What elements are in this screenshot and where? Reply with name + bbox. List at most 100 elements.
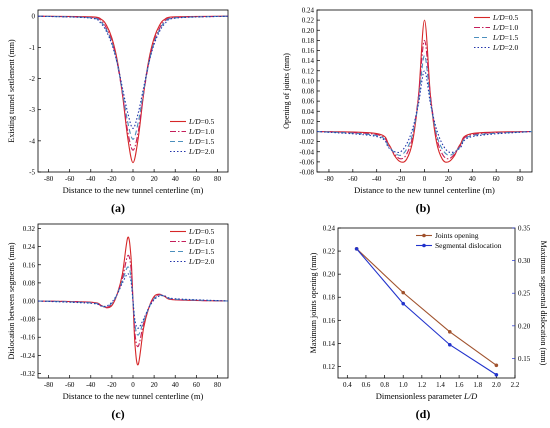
- y-axis-label: Maximum joints opening (mm): [309, 252, 318, 353]
- y-tick-label: 0.32: [23, 225, 36, 233]
- series-line: [356, 248, 497, 376]
- x-tick-label: 0.8: [380, 381, 389, 389]
- legend-label: L/D=2.0: [188, 257, 215, 266]
- legend-label: L/D=2.0: [188, 147, 215, 156]
- y-tick-label: 0.08: [302, 88, 315, 96]
- series-line: [356, 248, 497, 366]
- panel-caption: (b): [416, 201, 431, 215]
- y-tick-label: 0.14: [302, 57, 315, 65]
- x-tick-label: 2.0: [492, 381, 501, 389]
- legend-label: L/D=2.0: [492, 43, 519, 52]
- y-tick-label: -0.08: [299, 169, 314, 177]
- y-tick-label: 0.24: [302, 7, 315, 15]
- series-line: [316, 39, 533, 160]
- y-tick-label: 0.20: [323, 271, 336, 279]
- legend-label: L/D=0.5: [188, 117, 215, 126]
- y-tick-label: 0.04: [302, 108, 315, 116]
- y-tick-label: 0.24: [23, 243, 36, 251]
- data-point: [494, 363, 499, 368]
- legend-label: L/D=1.5: [492, 33, 519, 42]
- x-tick-label: -40: [86, 175, 96, 183]
- x-tick-label: 0: [423, 175, 427, 183]
- x-tick-label: -60: [65, 175, 75, 183]
- x-tick-label: 80: [214, 381, 222, 389]
- y-tick-label: 0: [32, 13, 36, 21]
- x-tick-label: 0: [131, 381, 135, 389]
- x-tick-label: -60: [348, 175, 358, 183]
- x-tick-label: 20: [445, 175, 453, 183]
- x-tick-label: 40: [172, 381, 180, 389]
- x-tick-label: -20: [107, 175, 117, 183]
- x-axis-label: Distance to the new tunnel centerline (m…: [354, 185, 495, 195]
- y-tick-label: 0.12: [302, 67, 315, 75]
- series-line: [316, 55, 533, 156]
- x-tick-label: 40: [172, 175, 180, 183]
- legend-marker: [422, 243, 426, 248]
- legend-label: L/D=1.5: [188, 137, 215, 146]
- panel-caption: (d): [416, 407, 431, 421]
- x-axis-label: Dimensionless parameter L/D: [376, 391, 478, 401]
- data-point: [447, 342, 452, 347]
- x-tick-label: 60: [493, 175, 501, 183]
- x-tick-label: 60: [193, 381, 201, 389]
- legend-label: L/D=1.0: [188, 237, 215, 246]
- data-point: [401, 290, 406, 295]
- y-tick-label: 0.12: [323, 363, 336, 371]
- x-tick-label: 1.2: [417, 381, 426, 389]
- y2-axis-label: Maximum segmental dislocation (mm): [539, 241, 548, 366]
- x-tick-label: 80: [517, 175, 525, 183]
- y2-tick-label: 0.20: [518, 322, 531, 330]
- x-axis-label: Distance to the new tunnel centerline (m…: [63, 185, 204, 195]
- y2-tick-label: 0.35: [518, 225, 531, 233]
- series-line: [37, 15, 229, 151]
- series-line: [37, 15, 229, 164]
- y-tick-label: 0.16: [302, 47, 315, 55]
- y-tick-label: 0.14: [323, 340, 336, 348]
- y-tick-label: 0.16: [23, 261, 36, 269]
- x-tick-label: 20: [151, 175, 159, 183]
- legend-label: Segmental dislocation: [435, 241, 502, 250]
- y-tick-label: -4: [29, 137, 35, 145]
- legend-label: Joints opening: [435, 231, 479, 240]
- legend-label: L/D=1.5: [188, 247, 215, 256]
- plot-frame: [337, 227, 516, 379]
- y-tick-label: 0.22: [302, 17, 315, 25]
- y-tick-label: 0.08: [23, 279, 36, 287]
- data-point: [354, 247, 359, 251]
- x-tick-label: 60: [193, 175, 201, 183]
- y-axis-label: Dislocation between segments (mm): [7, 242, 16, 359]
- y-tick-label: -1: [29, 44, 35, 52]
- y2-tick-label: 0.30: [518, 257, 531, 265]
- y-tick-label: -0.16: [20, 334, 35, 342]
- data-point: [401, 301, 406, 306]
- y-tick-label: 0.18: [302, 37, 315, 45]
- legend-label: L/D=1.0: [188, 127, 215, 136]
- legend-label: L/D=0.5: [492, 13, 519, 22]
- y-tick-label: 0.10: [302, 77, 315, 85]
- series-line: [37, 15, 229, 129]
- series-line: [37, 273, 229, 329]
- x-tick-label: -20: [107, 381, 117, 389]
- x-tick-label: -80: [324, 175, 334, 183]
- x-tick-label: -60: [65, 381, 75, 389]
- y-tick-label: -3: [29, 106, 35, 114]
- panel-caption: (c): [111, 407, 124, 421]
- y-axis-label: Opening of joints (mm): [282, 53, 291, 129]
- series-line: [316, 70, 533, 154]
- data-point: [494, 372, 499, 377]
- x-tick-label: -20: [396, 175, 406, 183]
- y-tick-label: -0.02: [299, 138, 314, 146]
- y-tick-label: -2: [29, 75, 35, 83]
- y-tick-label: 0.24: [323, 225, 336, 233]
- y-tick-label: -0.04: [299, 148, 314, 156]
- x-tick-label: 0: [131, 175, 135, 183]
- x-tick-label: 1.4: [436, 381, 445, 389]
- y-tick-label: -0.08: [20, 316, 35, 324]
- x-tick-label: 20: [151, 381, 159, 389]
- y-tick-label: 0.06: [302, 98, 315, 106]
- x-tick-label: 2.2: [511, 381, 520, 389]
- y-tick-label: 0.16: [323, 317, 336, 325]
- x-tick-label: -40: [372, 175, 382, 183]
- series-line: [37, 15, 229, 140]
